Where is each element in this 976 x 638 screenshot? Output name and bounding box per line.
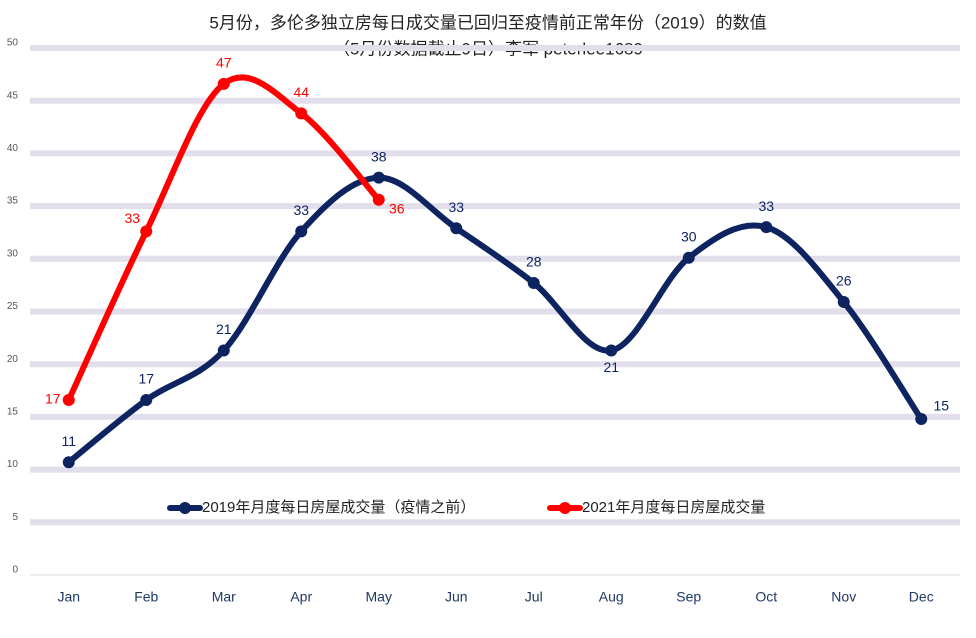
x-tick-label: Dec — [909, 589, 934, 605]
point — [140, 225, 153, 238]
point — [837, 296, 850, 309]
x-tick-label: Jan — [57, 589, 80, 605]
x-tick-label: Apr — [290, 589, 312, 605]
point — [217, 77, 230, 90]
series-line — [65, 74, 382, 404]
point — [62, 456, 75, 469]
legend-label: 2019年月度每日房屋成交量（疫情之前） — [202, 498, 475, 516]
data-label: 28 — [526, 254, 542, 270]
y-tick-label: 10 — [7, 459, 19, 470]
point — [140, 394, 153, 407]
x-tick-label: Mar — [212, 589, 236, 605]
point — [760, 221, 773, 234]
point — [295, 107, 308, 120]
y-tick-label: 35 — [7, 196, 19, 207]
point — [62, 394, 75, 407]
y-tick-label: 40 — [7, 143, 19, 154]
x-tick-label: Nov — [831, 589, 856, 605]
x-tick-label: Oct — [755, 589, 777, 605]
legend-marker — [179, 502, 191, 514]
y-tick-label: 30 — [7, 248, 19, 259]
point — [295, 225, 308, 238]
x-tick-label: Jun — [445, 589, 468, 605]
point — [372, 171, 385, 184]
point — [915, 413, 928, 426]
legend-label: 2021年月度每日房屋成交量 — [582, 498, 765, 516]
data-label: 33 — [758, 198, 774, 214]
chart-title: 5月份，多伦多独立房每日成交量已回归至疫情前正常年份（2019）的数值 — [209, 13, 766, 32]
data-label: 30 — [681, 228, 697, 244]
point — [682, 251, 695, 264]
x-tick-label: Feb — [134, 589, 158, 605]
data-label: 36 — [389, 200, 405, 216]
point — [450, 222, 463, 235]
x-tick-label: May — [366, 589, 392, 605]
x-tick-label: Aug — [599, 589, 624, 605]
data-label: 17 — [138, 371, 154, 387]
legend-marker — [559, 502, 571, 514]
x-tick-label: Sep — [676, 589, 701, 605]
data-label: 26 — [836, 273, 852, 289]
point — [372, 193, 385, 206]
data-label: 47 — [216, 55, 232, 71]
data-label: 44 — [293, 84, 309, 100]
data-label: 33 — [448, 199, 464, 215]
data-label: 21 — [216, 321, 232, 337]
x-tick-label: Jul — [525, 589, 543, 605]
y-tick-label: 50 — [7, 38, 19, 49]
data-label: 33 — [124, 210, 140, 226]
data-label: 38 — [371, 148, 387, 164]
point — [605, 344, 618, 357]
data-label: 17 — [45, 391, 61, 407]
y-tick-label: 15 — [7, 407, 19, 418]
point — [527, 277, 540, 290]
y-tick-label: 45 — [7, 90, 19, 101]
y-tick-label: 5 — [12, 512, 18, 523]
data-label: 11 — [61, 433, 76, 449]
y-tick-label: 25 — [7, 301, 19, 312]
y-tick-label: 0 — [12, 565, 18, 576]
data-label: 33 — [293, 202, 309, 218]
data-label: 15 — [933, 398, 949, 414]
y-tick-label: 20 — [7, 354, 19, 365]
point — [217, 344, 230, 357]
data-label: 21 — [603, 359, 619, 375]
